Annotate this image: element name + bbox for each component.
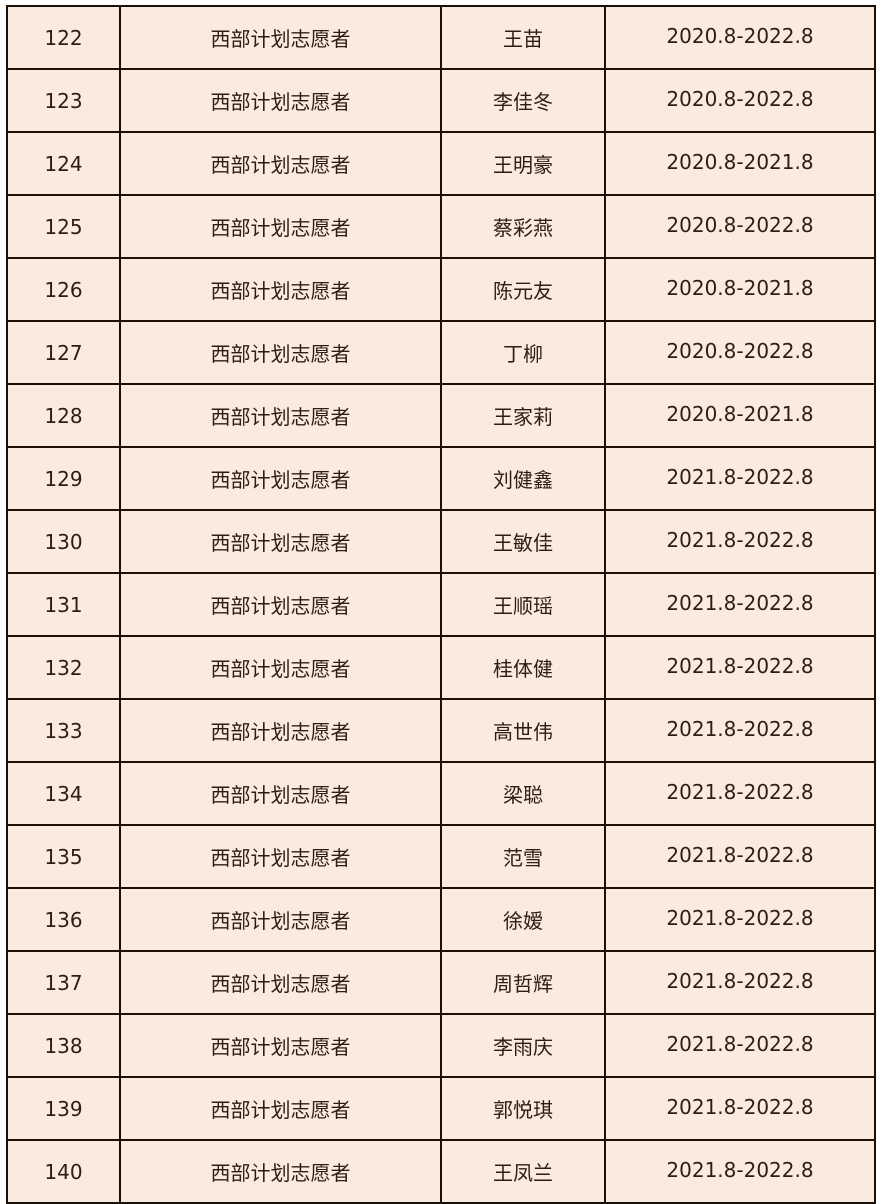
row-number-cell: 132 bbox=[6, 635, 121, 700]
service-period-cell: 2021.8-2022.8 bbox=[604, 1076, 876, 1141]
table-row: 130 西部计划志愿者 王敏佳 2021.8-2022.8 bbox=[6, 509, 876, 574]
table-row: 123 西部计划志愿者 李佳冬 2020.8-2022.8 bbox=[6, 68, 876, 133]
volunteer-type-cell: 西部计划志愿者 bbox=[119, 68, 442, 133]
volunteer-type-cell: 西部计划志愿者 bbox=[119, 509, 442, 574]
service-period-cell: 2021.8-2022.8 bbox=[604, 635, 876, 700]
volunteer-name-cell: 王敏佳 bbox=[440, 509, 606, 574]
volunteer-table: 122 西部计划志愿者 王苗 2020.8-2022.8 123 西部计划志愿者 李佳冬 20… bbox=[6, 5, 876, 1204]
volunteer-name-cell: 王凤兰 bbox=[440, 1139, 606, 1204]
table-row: 124 西部计划志愿者 王明豪 2020.8-2021.8 bbox=[6, 131, 876, 196]
volunteer-type-cell: 西部计划志愿者 bbox=[119, 446, 442, 511]
volunteer-type-cell: 西部计划志愿者 bbox=[119, 131, 442, 196]
volunteer-type-cell: 西部计划志愿者 bbox=[119, 320, 442, 385]
table-row: 140 西部计划志愿者 王凤兰 2021.8-2022.8 bbox=[6, 1139, 876, 1204]
volunteer-type-cell: 西部计划志愿者 bbox=[119, 257, 442, 322]
table-row: 127 西部计划志愿者 丁柳 2020.8-2022.8 bbox=[6, 320, 876, 385]
volunteer-name-cell: 徐嫒 bbox=[440, 887, 606, 952]
volunteer-name-cell: 王苗 bbox=[440, 5, 606, 70]
row-number-cell: 138 bbox=[6, 1013, 121, 1078]
row-number-cell: 140 bbox=[6, 1139, 121, 1204]
service-period-cell: 2021.8-2022.8 bbox=[604, 1139, 876, 1204]
volunteer-name-cell: 李佳冬 bbox=[440, 68, 606, 133]
table-row: 135 西部计划志愿者 范雪 2021.8-2022.8 bbox=[6, 824, 876, 889]
service-period-cell: 2021.8-2022.8 bbox=[604, 824, 876, 889]
volunteer-type-cell: 西部计划志愿者 bbox=[119, 824, 442, 889]
volunteer-name-cell: 陈元友 bbox=[440, 257, 606, 322]
table-row: 139 西部计划志愿者 郭悦琪 2021.8-2022.8 bbox=[6, 1076, 876, 1141]
volunteer-name-cell: 桂体健 bbox=[440, 635, 606, 700]
volunteer-name-cell: 丁柳 bbox=[440, 320, 606, 385]
table-row: 133 西部计划志愿者 高世伟 2021.8-2022.8 bbox=[6, 698, 876, 763]
volunteer-type-cell: 西部计划志愿者 bbox=[119, 698, 442, 763]
volunteer-type-cell: 西部计划志愿者 bbox=[119, 887, 442, 952]
row-number-cell: 131 bbox=[6, 572, 121, 637]
volunteer-type-cell: 西部计划志愿者 bbox=[119, 194, 442, 259]
service-period-cell: 2020.8-2021.8 bbox=[604, 257, 876, 322]
volunteer-type-cell: 西部计划志愿者 bbox=[119, 1076, 442, 1141]
volunteer-name-cell: 王家莉 bbox=[440, 383, 606, 448]
table-row: 128 西部计划志愿者 王家莉 2020.8-2021.8 bbox=[6, 383, 876, 448]
row-number-cell: 130 bbox=[6, 509, 121, 574]
table-row: 138 西部计划志愿者 李雨庆 2021.8-2022.8 bbox=[6, 1013, 876, 1078]
row-number-cell: 134 bbox=[6, 761, 121, 826]
service-period-cell: 2021.8-2022.8 bbox=[604, 887, 876, 952]
row-number-cell: 126 bbox=[6, 257, 121, 322]
volunteer-type-cell: 西部计划志愿者 bbox=[119, 1013, 442, 1078]
volunteer-name-cell: 郭悦琪 bbox=[440, 1076, 606, 1141]
service-period-cell: 2020.8-2021.8 bbox=[604, 383, 876, 448]
service-period-cell: 2021.8-2022.8 bbox=[604, 761, 876, 826]
table-row: 136 西部计划志愿者 徐嫒 2021.8-2022.8 bbox=[6, 887, 876, 952]
volunteer-name-cell: 周哲辉 bbox=[440, 950, 606, 1015]
service-period-cell: 2021.8-2022.8 bbox=[604, 509, 876, 574]
row-number-cell: 129 bbox=[6, 446, 121, 511]
service-period-cell: 2020.8-2022.8 bbox=[604, 194, 876, 259]
row-number-cell: 123 bbox=[6, 68, 121, 133]
table-row: 125 西部计划志愿者 蔡彩燕 2020.8-2022.8 bbox=[6, 194, 876, 259]
service-period-cell: 2021.8-2022.8 bbox=[604, 572, 876, 637]
volunteer-type-cell: 西部计划志愿者 bbox=[119, 383, 442, 448]
row-number-cell: 139 bbox=[6, 1076, 121, 1141]
table-row: 129 西部计划志愿者 刘健鑫 2021.8-2022.8 bbox=[6, 446, 876, 511]
row-number-cell: 122 bbox=[6, 5, 121, 70]
table-row: 132 西部计划志愿者 桂体健 2021.8-2022.8 bbox=[6, 635, 876, 700]
table-row: 137 西部计划志愿者 周哲辉 2021.8-2022.8 bbox=[6, 950, 876, 1015]
row-number-cell: 127 bbox=[6, 320, 121, 385]
service-period-cell: 2020.8-2022.8 bbox=[604, 320, 876, 385]
volunteer-type-cell: 西部计划志愿者 bbox=[119, 950, 442, 1015]
volunteer-table-body: 122 西部计划志愿者 王苗 2020.8-2022.8 123 西部计划志愿者 李佳冬 20… bbox=[6, 5, 876, 1204]
volunteer-name-cell: 王顺瑶 bbox=[440, 572, 606, 637]
table-row: 134 西部计划志愿者 梁聪 2021.8-2022.8 bbox=[6, 761, 876, 826]
volunteer-type-cell: 西部计划志愿者 bbox=[119, 572, 442, 637]
row-number-cell: 133 bbox=[6, 698, 121, 763]
service-period-cell: 2020.8-2022.8 bbox=[604, 68, 876, 133]
service-period-cell: 2021.8-2022.8 bbox=[604, 1013, 876, 1078]
volunteer-type-cell: 西部计划志愿者 bbox=[119, 761, 442, 826]
row-number-cell: 135 bbox=[6, 824, 121, 889]
service-period-cell: 2020.8-2022.8 bbox=[604, 5, 876, 70]
row-number-cell: 137 bbox=[6, 950, 121, 1015]
service-period-cell: 2021.8-2022.8 bbox=[604, 446, 876, 511]
row-number-cell: 124 bbox=[6, 131, 121, 196]
row-number-cell: 125 bbox=[6, 194, 121, 259]
volunteer-name-cell: 王明豪 bbox=[440, 131, 606, 196]
volunteer-name-cell: 高世伟 bbox=[440, 698, 606, 763]
volunteer-type-cell: 西部计划志愿者 bbox=[119, 5, 442, 70]
row-number-cell: 136 bbox=[6, 887, 121, 952]
table-row: 122 西部计划志愿者 王苗 2020.8-2022.8 bbox=[6, 5, 876, 70]
volunteer-name-cell: 蔡彩燕 bbox=[440, 194, 606, 259]
row-number-cell: 128 bbox=[6, 383, 121, 448]
volunteer-name-cell: 李雨庆 bbox=[440, 1013, 606, 1078]
service-period-cell: 2020.8-2021.8 bbox=[604, 131, 876, 196]
table-row: 126 西部计划志愿者 陈元友 2020.8-2021.8 bbox=[6, 257, 876, 322]
volunteer-name-cell: 范雪 bbox=[440, 824, 606, 889]
service-period-cell: 2021.8-2022.8 bbox=[604, 950, 876, 1015]
volunteer-name-cell: 刘健鑫 bbox=[440, 446, 606, 511]
volunteer-name-cell: 梁聪 bbox=[440, 761, 606, 826]
service-period-cell: 2021.8-2022.8 bbox=[604, 698, 876, 763]
volunteer-type-cell: 西部计划志愿者 bbox=[119, 635, 442, 700]
volunteer-type-cell: 西部计划志愿者 bbox=[119, 1139, 442, 1204]
table-row: 131 西部计划志愿者 王顺瑶 2021.8-2022.8 bbox=[6, 572, 876, 637]
